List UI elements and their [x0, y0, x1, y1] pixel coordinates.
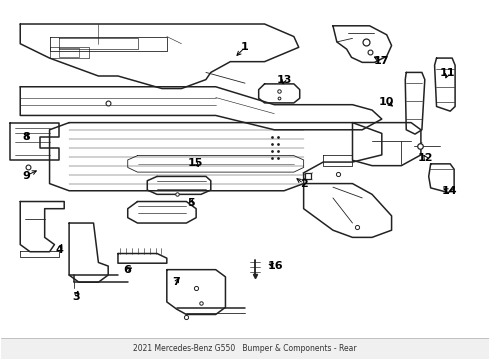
Polygon shape — [49, 47, 89, 58]
Text: 15: 15 — [188, 158, 203, 168]
Text: 2021 Mercedes-Benz G550   Bumper & Components - Rear: 2021 Mercedes-Benz G550 Bumper & Compone… — [133, 344, 357, 353]
Polygon shape — [20, 87, 382, 130]
Polygon shape — [20, 251, 59, 257]
FancyBboxPatch shape — [0, 338, 490, 359]
Text: 9: 9 — [22, 171, 30, 181]
Polygon shape — [128, 156, 304, 172]
Polygon shape — [10, 123, 59, 160]
Polygon shape — [147, 176, 211, 194]
Polygon shape — [118, 253, 167, 263]
Polygon shape — [49, 37, 167, 51]
Polygon shape — [259, 84, 300, 103]
Text: 12: 12 — [418, 153, 434, 163]
Text: 14: 14 — [441, 186, 457, 197]
Polygon shape — [69, 223, 108, 282]
Polygon shape — [128, 202, 196, 223]
Polygon shape — [352, 123, 421, 166]
Text: 17: 17 — [374, 56, 390, 66]
Text: 6: 6 — [123, 265, 131, 275]
Text: 11: 11 — [440, 68, 456, 78]
Polygon shape — [429, 164, 454, 193]
Polygon shape — [20, 202, 64, 252]
Polygon shape — [59, 48, 79, 57]
Text: 2: 2 — [300, 179, 308, 189]
Polygon shape — [405, 72, 425, 134]
Polygon shape — [167, 270, 225, 315]
Text: 13: 13 — [276, 75, 292, 85]
Text: 5: 5 — [188, 198, 195, 208]
Polygon shape — [20, 24, 299, 89]
Text: 8: 8 — [22, 132, 30, 142]
Polygon shape — [59, 39, 138, 49]
Polygon shape — [304, 184, 392, 237]
Text: 1: 1 — [241, 42, 249, 52]
Polygon shape — [49, 123, 382, 191]
Polygon shape — [323, 155, 352, 166]
Text: 10: 10 — [379, 97, 394, 107]
Polygon shape — [435, 58, 455, 111]
Polygon shape — [333, 26, 392, 62]
Text: 4: 4 — [55, 245, 63, 255]
Text: 16: 16 — [268, 261, 283, 271]
Text: 7: 7 — [172, 277, 180, 287]
Text: 3: 3 — [73, 292, 80, 302]
